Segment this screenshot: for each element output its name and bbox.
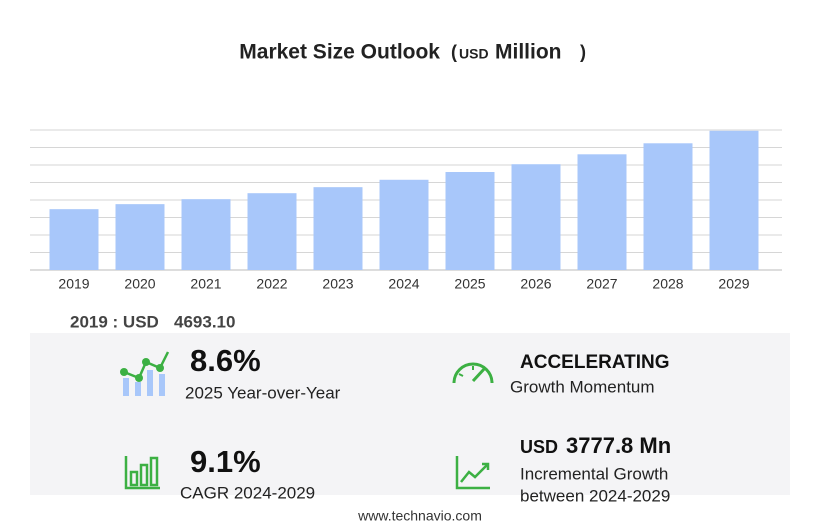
plot: 2019 2020 2021 2022 2023 2024 2025 2026 2027 2028… bbox=[30, 129, 782, 292]
growth-icon bbox=[120, 351, 170, 396]
icon-bar bbox=[139, 463, 149, 487]
bar bbox=[709, 130, 759, 270]
icon-arrow bbox=[482, 462, 490, 470]
icon-tick bbox=[458, 373, 464, 377]
x-tick-label: 2023 bbox=[322, 276, 353, 292]
footer-url: www.technavio.com bbox=[357, 508, 482, 524]
bar bbox=[511, 164, 561, 270]
x-tick-label: 2029 bbox=[718, 276, 749, 292]
bar bbox=[115, 204, 165, 270]
bar bbox=[379, 179, 429, 270]
x-tick-label: 2025 bbox=[454, 276, 485, 292]
increment-icon bbox=[455, 456, 490, 490]
cagr-icon bbox=[124, 456, 160, 490]
cagr-label: CAGR 2024-2029 bbox=[180, 483, 315, 502]
icon-needle bbox=[471, 366, 487, 383]
unit-paren: ( bbox=[451, 42, 457, 62]
summary-panel bbox=[30, 333, 790, 495]
chart-title: Market Size Outlook bbox=[239, 41, 440, 64]
cagr-value: 9.1% bbox=[190, 444, 261, 479]
icon-line bbox=[460, 463, 489, 483]
x-tick-label: 2019 bbox=[58, 276, 89, 292]
icon-bar bbox=[159, 374, 165, 396]
yoy-value: 8.6% bbox=[190, 343, 261, 378]
icon-bar bbox=[123, 378, 129, 396]
icon-bar bbox=[129, 470, 139, 487]
x-tick-label: 2024 bbox=[388, 276, 419, 292]
icon-axis bbox=[124, 456, 160, 490]
bar bbox=[445, 172, 495, 270]
bar bbox=[49, 209, 99, 270]
increment-currency: USD bbox=[520, 437, 558, 457]
unit-paren: ) bbox=[580, 42, 586, 62]
icon-bar bbox=[135, 382, 141, 396]
yoy-label: 2025 Year-over-Year bbox=[185, 383, 341, 402]
increment-label: Incremental Growth bbox=[520, 464, 668, 483]
momentum-value: ACCELERATING bbox=[520, 352, 670, 373]
increment-period: between 2024-2029 bbox=[520, 486, 670, 505]
increment-value: 3777.8 Mn bbox=[566, 433, 671, 458]
icon-bar bbox=[147, 370, 153, 396]
x-tick-label: 2026 bbox=[520, 276, 551, 292]
x-tick-label: 2028 bbox=[652, 276, 683, 292]
x-tick-label: 2020 bbox=[124, 276, 155, 292]
unit-label: Million bbox=[495, 41, 562, 64]
x-tick-label: 2022 bbox=[256, 276, 287, 292]
momentum-label: Growth Momentum bbox=[510, 377, 655, 396]
icon-dot bbox=[156, 364, 164, 372]
icon-arc bbox=[452, 362, 494, 384]
base-value: 4693.10 bbox=[174, 312, 235, 331]
icon-dot bbox=[142, 358, 150, 366]
icon-dot bbox=[120, 368, 128, 376]
unit-currency: USD bbox=[459, 46, 489, 62]
bar bbox=[313, 187, 363, 270]
icon-dot bbox=[135, 374, 143, 382]
x-tick-label: 2027 bbox=[586, 276, 617, 292]
bar bbox=[247, 193, 297, 270]
bar bbox=[577, 154, 627, 270]
x-tick-label: 2021 bbox=[190, 276, 221, 292]
bar bbox=[181, 199, 231, 270]
base-label: 2019 : USD bbox=[70, 312, 159, 331]
bar bbox=[643, 143, 693, 270]
icon-axis bbox=[455, 456, 490, 490]
gauge-icon bbox=[452, 362, 494, 384]
icon-bar bbox=[149, 456, 159, 487]
